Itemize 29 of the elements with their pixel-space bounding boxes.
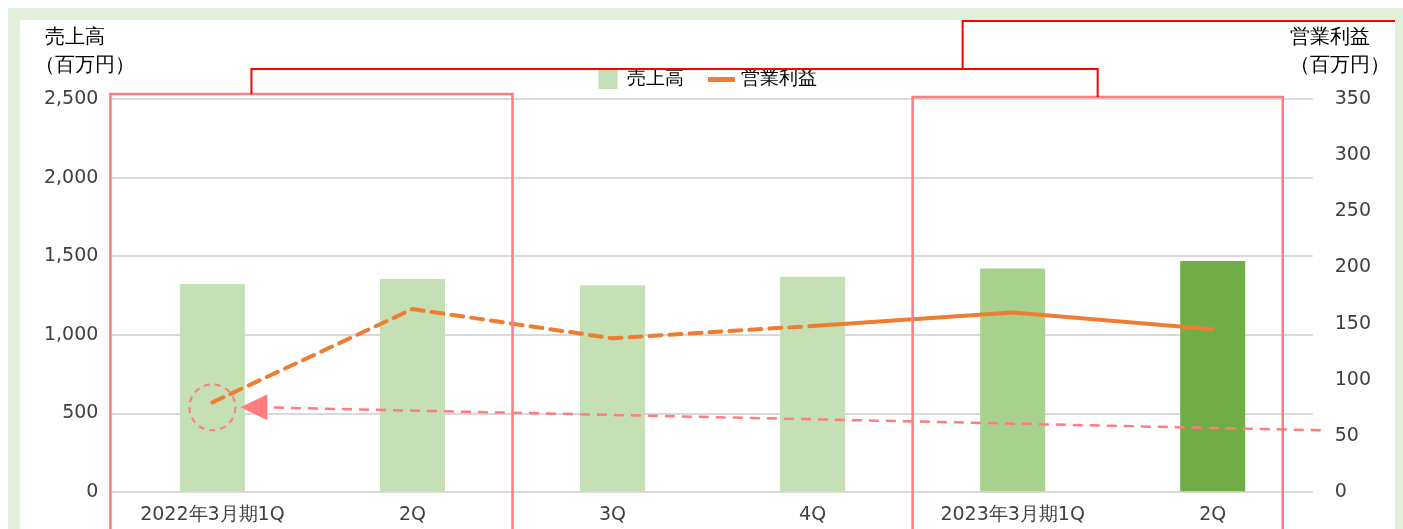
bar: [1180, 261, 1246, 492]
x-tick-label: 3Q: [599, 501, 627, 524]
y2-tick-label: 300: [1334, 142, 1371, 165]
y-tick-label: 2,500: [43, 85, 99, 108]
y-tick-label: 0: [86, 479, 99, 502]
y2-tick-label: 150: [1334, 310, 1371, 333]
x-tick-label: 2022年3月期1Q: [140, 501, 285, 524]
y-axis-title: 売上高（百万円）: [35, 23, 135, 78]
y2-tick-label: 200: [1334, 254, 1371, 277]
legend-label: 売上高: [627, 66, 684, 89]
bar: [179, 284, 245, 492]
bar: [780, 276, 846, 492]
x-tick-label: 4Q: [799, 501, 827, 524]
y2-tick-label: 350: [1334, 85, 1371, 108]
bar: [379, 278, 445, 492]
y2-tick-label: 0: [1334, 479, 1347, 502]
y-tick-label: 500: [62, 400, 99, 423]
y2-tick-label: 50: [1334, 422, 1359, 445]
bar: [980, 268, 1046, 492]
y-tick-label: 1,000: [43, 321, 99, 344]
x-tick-label: 2023年3月期1Q: [940, 501, 1085, 524]
y-tick-label: 1,500: [43, 243, 99, 266]
x-tick-label: 2Q: [398, 501, 426, 524]
bar: [580, 285, 646, 492]
y2-tick-label: 100: [1334, 366, 1371, 389]
y2-tick-label: 250: [1334, 198, 1371, 221]
y-tick-label: 2,000: [43, 164, 99, 187]
x-tick-label: 2Q: [1199, 501, 1227, 524]
y2-axis-title: 営業利益（百万円）: [1290, 23, 1390, 78]
